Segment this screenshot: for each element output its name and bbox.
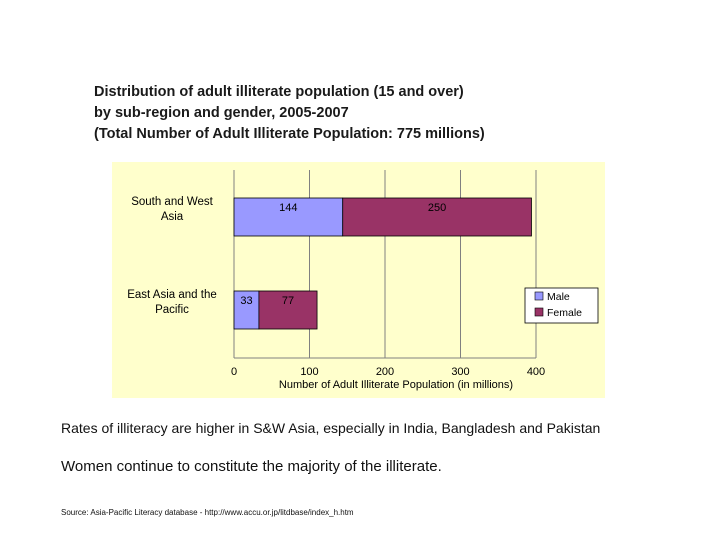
bar-female-1 (258, 290, 318, 330)
category-label: Asia (161, 211, 184, 223)
category-label: Pacific (155, 304, 189, 316)
legend-swatch-female (534, 307, 544, 317)
title-line-2: by sub-region and gender, 2005-2007 (94, 105, 349, 121)
x-tick-label: 200 (376, 366, 394, 378)
illiteracy-rates-note: Rates of illiteracy are higher in S&W As… (61, 420, 601, 436)
legend-label-male: Male (547, 291, 570, 303)
bar-chart: 144 250 South and West Asia 33 77 East Asia an… (112, 162, 605, 398)
title-line-3: (Total Number of Adult Illiterate Popula… (94, 126, 485, 142)
x-axis-title: Number of Adult Illiterate Population (i… (279, 379, 513, 391)
women-majority-note: Women continue to constitute the majorit… (61, 458, 442, 475)
legend-swatch-male (534, 291, 544, 301)
x-tick-label: 400 (527, 366, 545, 378)
data-label: 144 (279, 202, 297, 214)
data-label: 33 (240, 295, 252, 307)
x-tick-label: 0 (231, 366, 237, 378)
bar-male-0 (233, 197, 344, 237)
category-label: South and West (131, 196, 213, 208)
x-tick-label: 300 (451, 366, 469, 378)
title-line-1: Distribution of adult illiterate populat… (94, 84, 464, 100)
bar-female-0 (342, 197, 532, 237)
category-label: East Asia and the (127, 289, 217, 301)
bar-male-1 (233, 290, 260, 330)
chart-title: Distribution of adult illiterate populat… (94, 82, 594, 145)
data-label: 250 (428, 202, 446, 214)
legend-label-female: Female (547, 307, 582, 319)
data-label: 77 (282, 295, 294, 307)
x-tick-label: 100 (300, 366, 318, 378)
source-note: Source: Asia-Pacific Literacy database -… (61, 508, 354, 517)
